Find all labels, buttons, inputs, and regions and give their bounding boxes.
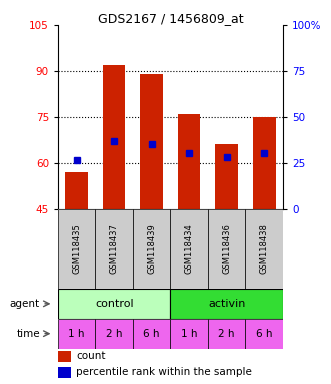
Text: GSM118438: GSM118438 [260,223,269,274]
Bar [133,209,170,289]
Bar [58,289,170,319]
Bar [140,74,163,209]
Text: control: control [95,299,133,309]
Text: 1 h: 1 h [69,329,85,339]
Bar [95,209,133,289]
Text: GSM118437: GSM118437 [110,223,119,274]
Text: agent: agent [10,299,40,309]
Text: GSM118436: GSM118436 [222,223,231,274]
Bar [66,172,88,209]
Bar [170,209,208,289]
Bar [170,289,283,319]
Text: 2 h: 2 h [106,329,122,339]
Bar [170,319,208,349]
Bar [95,319,133,349]
Bar [58,319,95,349]
Bar [103,65,125,209]
Text: 6 h: 6 h [143,329,160,339]
Bar [253,117,275,209]
Bar [215,144,238,209]
Text: time: time [16,329,40,339]
Bar [208,209,246,289]
Bar [58,209,95,289]
Bar [208,319,246,349]
Text: GSM118439: GSM118439 [147,223,156,274]
Text: GSM118434: GSM118434 [185,223,194,274]
Text: activin: activin [208,299,245,309]
Bar [178,114,201,209]
Bar [58,367,71,377]
Text: 2 h: 2 h [218,329,235,339]
Bar [246,319,283,349]
Text: count: count [76,351,106,361]
Text: percentile rank within the sample: percentile rank within the sample [76,367,252,377]
Text: 6 h: 6 h [256,329,272,339]
Text: 1 h: 1 h [181,329,198,339]
Bar [133,319,170,349]
Text: GSM118435: GSM118435 [72,223,81,274]
Bar [246,209,283,289]
Title: GDS2167 / 1456809_at: GDS2167 / 1456809_at [98,12,243,25]
Bar [58,351,71,362]
